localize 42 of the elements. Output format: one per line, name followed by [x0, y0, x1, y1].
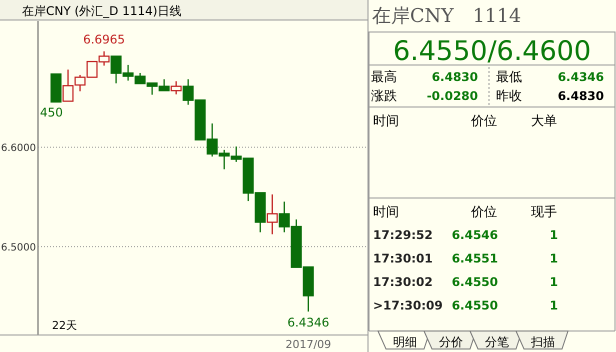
y-tick-label: 6.6000	[1, 143, 36, 154]
text: 时间	[373, 205, 399, 220]
text: 17:30:01	[373, 252, 433, 266]
text: 价位	[470, 114, 497, 129]
text: 6.4830	[558, 89, 604, 103]
text: 价位	[470, 205, 497, 220]
annotation: 6.4346	[287, 316, 330, 330]
x-tick-label: 2017/09	[285, 338, 332, 351]
text: 时间	[373, 114, 399, 129]
text: 6.4551	[452, 252, 498, 266]
annotation: 22天	[52, 319, 77, 332]
text: 1	[550, 298, 558, 312]
chart-title: 在岸CNY (外汇_D 1114)日线	[22, 4, 182, 18]
candlestick	[170, 80, 182, 95]
text: >17:30:09	[373, 298, 443, 312]
text: 1	[550, 275, 558, 289]
text: 分笔	[485, 335, 509, 349]
annotation: 6.6965	[83, 32, 126, 46]
annotation: 450	[40, 105, 63, 120]
text: 扫描	[530, 335, 555, 349]
text: 6.4550	[452, 298, 498, 312]
text: 6.4546	[452, 228, 498, 242]
text: 6.4550	[452, 275, 498, 289]
text: 最低	[496, 70, 522, 85]
text: 在岸CNY 1114	[372, 5, 522, 27]
text: 1	[550, 252, 558, 266]
y-tick-label: 6.5000	[1, 242, 36, 254]
text: 1	[550, 228, 558, 242]
text: 昨收	[496, 89, 522, 104]
candlestick	[266, 194, 278, 235]
text: 涨跌	[371, 89, 397, 104]
text: 17:29:52	[373, 228, 433, 242]
text: 6.4346	[558, 70, 604, 84]
text: 大单	[531, 114, 557, 129]
text: 分价	[439, 335, 463, 349]
text: 明细	[393, 335, 417, 349]
text: 现手	[531, 205, 557, 220]
text: -0.0280	[426, 89, 478, 103]
text: 17:30:02	[373, 275, 433, 289]
text: 6.4830	[432, 70, 478, 84]
text: 最高	[371, 69, 397, 85]
text: 6.4550/6.4600	[392, 36, 592, 67]
